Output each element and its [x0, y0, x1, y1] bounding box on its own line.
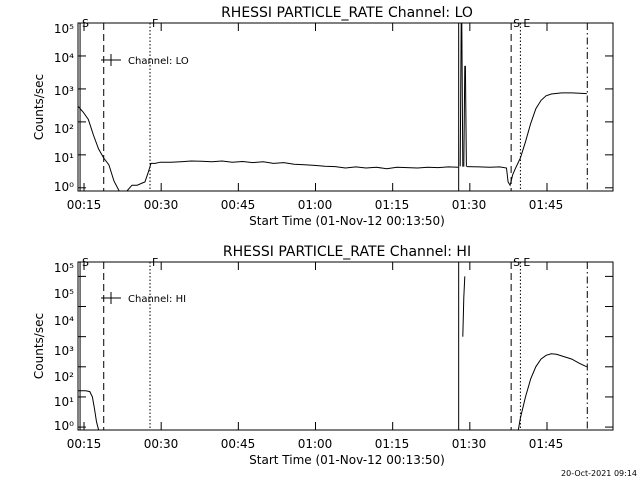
x-tick-label: 01:45 [529, 198, 564, 212]
y-tick-label: 10² [54, 370, 74, 384]
y-tick-label: 10¹ [54, 151, 74, 165]
axis-ticks [78, 262, 613, 430]
series-line [78, 390, 100, 431]
plot-frame [77, 261, 614, 431]
x-tick-labels: 00:15 00:30 00:45 01:00 01:15 01:30 01:4… [67, 198, 564, 212]
y-tick-label: 10⁵ [54, 287, 74, 301]
y-tick-label: 10² [54, 122, 74, 136]
y-axis-label: Counts/sec [32, 74, 46, 140]
series-line [461, 22, 464, 167]
series-line [464, 65, 467, 167]
x-tick-label: 00:45 [221, 198, 256, 212]
x-tick-labels: 00:15 00:30 00:45 01:00 01:15 01:30 01:4… [67, 437, 564, 451]
y-tick-label: 10⁴ [54, 51, 74, 65]
chart-title: RHESSI PARTICLE_RATE Channel: LO [221, 5, 473, 21]
x-tick-label: 01:15 [375, 437, 410, 451]
series-line [462, 276, 466, 337]
y-tick-label: 10⁵ [54, 22, 74, 36]
y-tick-label: 10¹ [54, 395, 74, 409]
series-line [126, 160, 459, 192]
y-tick-label: 10³ [54, 344, 74, 358]
event-marker-label: F [152, 256, 158, 269]
x-tick-label: 00:30 [144, 198, 179, 212]
panel-lo: RHESSI PARTICLE_RATE Channel: LO 00:15 0… [32, 5, 614, 228]
x-axis-label: Start Time (01-Nov-12 00:13:50) [249, 453, 445, 467]
x-tick-label: 01:30 [452, 198, 487, 212]
legend-label: Channel: LO [128, 56, 189, 67]
x-tick-label: 00:15 [67, 198, 102, 212]
y-tick-label: 10⁰ [54, 419, 74, 433]
x-axis-label: Start Time (01-Nov-12 00:13:50) [249, 214, 445, 228]
x-tick-label: 01:00 [298, 437, 333, 451]
legend-label: Channel: HI [128, 294, 186, 305]
y-tick-label: 10³ [54, 84, 74, 98]
y-tick-labels: 10⁰ 10¹ 10² 10³ 10⁴ 10⁵ [54, 22, 74, 194]
chart-title: RHESSI PARTICLE_RATE Channel: HI [223, 244, 471, 260]
event-marker-label: E [523, 17, 530, 30]
data-series [77, 22, 587, 192]
render-timestamp: 20-Oct-2021 09:14 [561, 469, 637, 478]
axis-ticks [78, 22, 613, 191]
series-line [77, 105, 120, 192]
event-marker-label: S [82, 256, 89, 269]
x-tick-label: 00:15 [67, 437, 102, 451]
event-marker-label: E [523, 256, 530, 269]
y-tick-label: 10⁵ [54, 261, 74, 275]
data-series [78, 276, 588, 431]
x-tick-label: 00:45 [221, 437, 256, 451]
legend: Channel: HI [101, 292, 186, 305]
series-line [459, 22, 462, 167]
event-marker-label: S [513, 17, 520, 30]
x-tick-label: 01:30 [452, 437, 487, 451]
y-axis-label: Counts/sec [32, 313, 46, 379]
event-marker-label: S [513, 256, 520, 269]
x-tick-label: 01:00 [298, 198, 333, 212]
y-tick-labels: 10⁰ 10¹ 10² 10³ 10⁴ 10⁵ 10⁵ [54, 261, 74, 433]
series-line [517, 353, 588, 431]
y-tick-label: 10⁰ [54, 180, 74, 194]
legend: Channel: LO [101, 54, 189, 67]
series-line [466, 92, 587, 187]
plot-frame [77, 22, 614, 192]
panel-hi: RHESSI PARTICLE_RATE Channel: HI 00:15 0… [32, 244, 614, 467]
series-line [463, 65, 466, 167]
x-tick-label: 00:30 [144, 437, 179, 451]
x-tick-label: 01:15 [375, 198, 410, 212]
y-tick-label: 10⁴ [54, 314, 74, 328]
event-marker-label: F [152, 17, 158, 30]
x-tick-label: 01:45 [529, 437, 564, 451]
